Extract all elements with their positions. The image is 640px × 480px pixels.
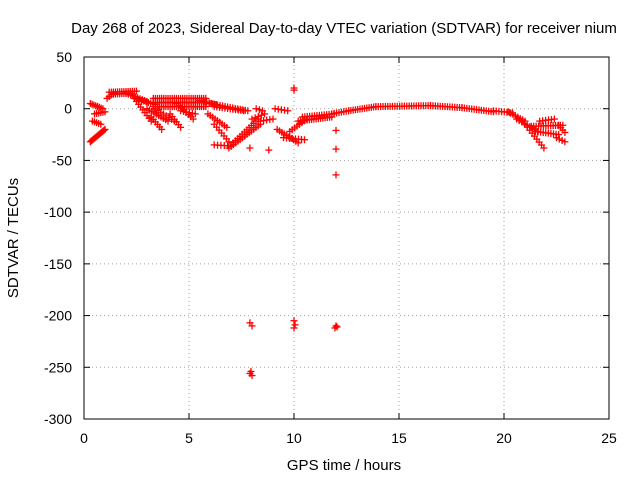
data-point	[540, 144, 548, 152]
data-point	[561, 129, 569, 137]
axis-ticks: 0 5 10 15 20 25 -300 -250 -200 -150 -100 -50 0 50	[44, 49, 617, 446]
x-axis-title: GPS time / hours	[287, 457, 401, 474]
data-point	[248, 322, 256, 330]
data-point	[101, 125, 109, 133]
data-point	[259, 107, 266, 115]
data-point	[550, 115, 558, 123]
x-tick-label: 5	[185, 430, 193, 446]
data-point	[290, 317, 298, 325]
data-point	[332, 126, 340, 134]
data-point	[100, 126, 108, 134]
y-axis-title: SDTVAR / TECUs	[5, 178, 22, 298]
x-tick-label: 20	[496, 430, 512, 446]
data-point	[252, 105, 260, 113]
y-tick-label: -50	[52, 152, 72, 168]
y-tick-label: 0	[64, 101, 72, 117]
plot-frame	[83, 56, 610, 420]
data-point	[254, 112, 262, 120]
y-tick-label: 50	[56, 49, 72, 65]
data-point	[158, 125, 166, 133]
chart-title: Day 268 of 2023, Sidereal Day-to-day VTE…	[71, 20, 617, 37]
x-tick-label: 10	[286, 430, 302, 446]
data-point	[332, 145, 340, 153]
x-tick-label: 0	[80, 430, 88, 446]
data-point	[248, 372, 256, 380]
data-point	[255, 106, 263, 114]
data-point	[248, 115, 256, 123]
data-point	[202, 103, 210, 111]
data-point	[189, 115, 197, 123]
data-point	[290, 324, 298, 332]
data-point	[332, 171, 340, 179]
data-point	[191, 110, 199, 118]
data-point	[240, 107, 248, 115]
data-point	[97, 120, 105, 128]
data-point	[257, 111, 265, 119]
y-tick-label: -200	[44, 308, 72, 324]
y-tick-label: -250	[44, 359, 72, 375]
data-point	[247, 367, 255, 375]
data-point	[164, 117, 172, 125]
x-tick-label: 25	[601, 430, 617, 446]
data-point	[301, 136, 308, 144]
data-point	[101, 108, 109, 116]
data-point	[561, 138, 569, 146]
data-point	[177, 123, 185, 131]
data-point	[251, 114, 259, 122]
y-tick-label: -300	[44, 411, 72, 427]
data-point	[284, 107, 292, 115]
y-tick-label: -150	[44, 256, 72, 272]
data-point	[265, 146, 273, 154]
data-point	[290, 86, 298, 94]
x-tick-label: 15	[391, 430, 407, 446]
data-point	[225, 138, 233, 146]
data-point	[223, 123, 231, 131]
data-point	[291, 321, 299, 329]
data-point	[269, 115, 277, 123]
data-point	[333, 323, 341, 331]
data-point	[246, 144, 254, 152]
data-marks	[86, 84, 569, 380]
data-point	[133, 87, 140, 95]
y-tick-label: -100	[44, 204, 72, 220]
